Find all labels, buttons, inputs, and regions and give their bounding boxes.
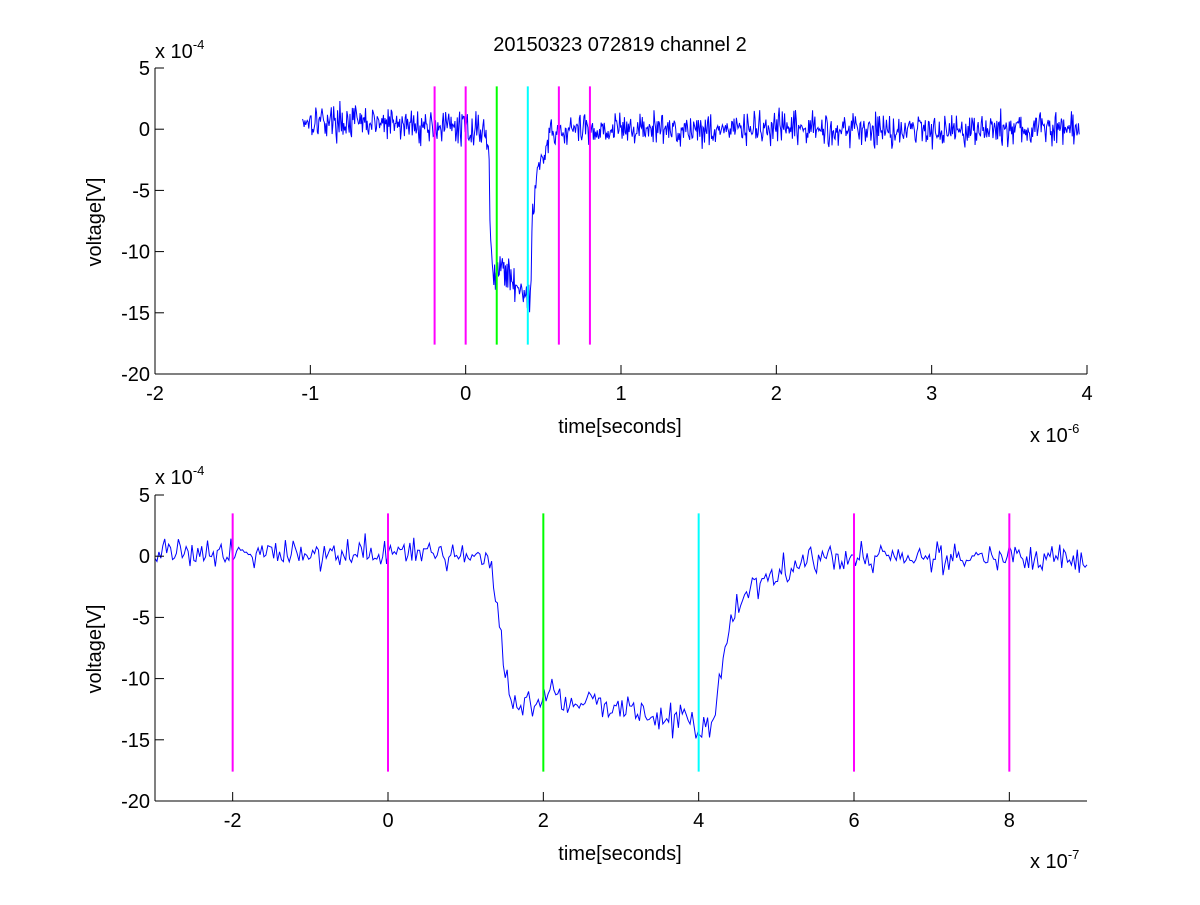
top-y-tick-label-1: 0 — [139, 119, 150, 141]
top-signal-line — [302, 100, 1080, 313]
bottom-y-tick-label-2: -5 — [132, 607, 150, 629]
bottom-x-exponent-power: -7 — [1068, 847, 1080, 862]
bottom-x-exponent-base: x 10 — [1030, 851, 1068, 873]
bottom-x-tick-label-0: -2 — [224, 810, 242, 832]
bottom-y-tick-label-4: -15 — [121, 730, 150, 752]
top-y-tick-label-2: -5 — [132, 180, 150, 202]
bottom-y-exponent: x 10-4 — [155, 463, 204, 489]
bottom-y-tick-label-1: 0 — [139, 546, 150, 568]
top-y-tick-label-4: -15 — [121, 303, 150, 325]
bottom-x-tick-label-3: 4 — [693, 810, 704, 832]
bottom-x-tick-label-4: 6 — [848, 810, 859, 832]
top-axes: time[seconds] voltage[V] x 10-4 x 10-6 -… — [84, 37, 1093, 447]
bottom-axes: time[seconds] voltage[V] x 10-4 x 10-7 -… — [84, 463, 1088, 873]
bottom-y-tick-label-0: 5 — [139, 485, 150, 507]
top-x-exponent-base: x 10 — [1030, 425, 1068, 447]
bottom-y-axis-label: voltage[V] — [84, 605, 106, 694]
figure-title: 20150323 072819 channel 2 — [493, 34, 747, 56]
top-x-tick-label-1: -1 — [301, 383, 319, 405]
top-y-tick-label-0: 5 — [139, 58, 150, 80]
top-x-tick-label-5: 3 — [926, 383, 937, 405]
top-x-tick-label-4: 2 — [771, 383, 782, 405]
bottom-y-tick-label-5: -20 — [121, 791, 150, 813]
top-y-tick-label-3: -10 — [121, 242, 150, 264]
top-y-exponent: x 10-4 — [155, 37, 204, 63]
bottom-x-tick-label-2: 2 — [538, 810, 549, 832]
top-x-tick-label-0: -2 — [146, 383, 164, 405]
top-x-tick-label-2: 0 — [460, 383, 471, 405]
top-y-exponent-base: x 10 — [155, 41, 193, 63]
bottom-y-tick-label-3: -10 — [121, 669, 150, 691]
bottom-y-exponent-power: -4 — [193, 463, 205, 478]
top-x-tick-label-3: 1 — [615, 383, 626, 405]
bottom-x-exponent: x 10-7 — [1030, 847, 1079, 873]
bottom-y-exponent-base: x 10 — [155, 467, 193, 489]
top-y-tick-label-5: -20 — [121, 364, 150, 386]
top-y-axis-label: voltage[V] — [84, 178, 106, 267]
bottom-x-axis-label: time[seconds] — [558, 843, 681, 865]
bottom-x-tick-label-5: 8 — [1004, 810, 1015, 832]
top-x-exponent: x 10-6 — [1030, 421, 1079, 447]
top-y-exponent-power: -4 — [193, 37, 205, 52]
top-x-axis-label: time[seconds] — [558, 416, 681, 438]
bottom-signal-line — [154, 533, 1088, 739]
bottom-x-tick-label-1: 0 — [382, 810, 393, 832]
top-x-exponent-power: -6 — [1068, 421, 1080, 436]
top-x-tick-label-6: 4 — [1081, 383, 1092, 405]
